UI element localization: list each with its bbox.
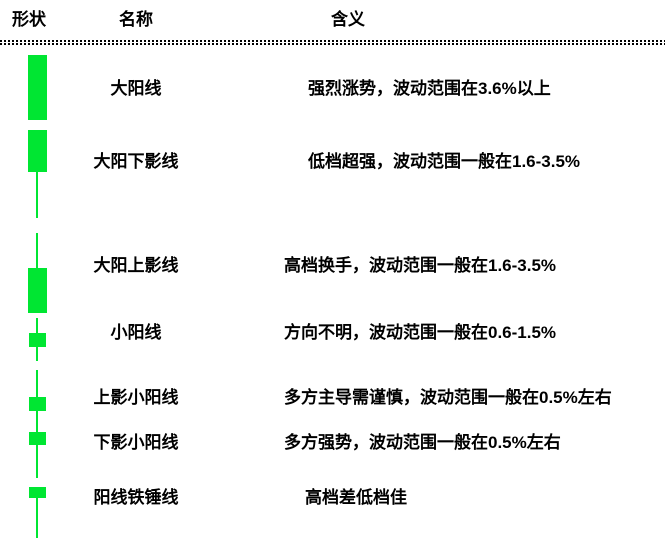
lower-wick	[36, 347, 38, 361]
column-header-name: 名称	[119, 10, 153, 29]
candlestick-icon	[24, 487, 50, 538]
candle-body	[28, 432, 46, 445]
candle-body	[27, 268, 47, 313]
pattern-meaning: 方向不明，波动范围一般在0.6-1.5%	[284, 323, 557, 342]
pattern-name: 大阳线	[110, 79, 162, 98]
candlestick-icon	[24, 130, 50, 218]
candle-body	[27, 130, 47, 172]
lower-wick	[36, 445, 38, 478]
column-header-meaning: 含义	[331, 10, 365, 29]
lower-wick	[36, 411, 38, 426]
candle-body	[28, 397, 46, 411]
pattern-name: 阳线铁锤线	[93, 488, 179, 507]
pattern-meaning: 低档超强，波动范围一般在1.6-3.5%	[308, 152, 581, 171]
upper-wick	[36, 233, 38, 268]
pattern-name: 大阳上影线	[93, 256, 179, 275]
upper-wick	[36, 318, 38, 333]
candlestick-icon	[24, 422, 50, 478]
candlestick-icon	[24, 233, 50, 313]
pattern-meaning: 多方主导需谨慎，波动范围一般在0.5%左右	[284, 388, 612, 407]
pattern-meaning: 多方强势，波动范围一般在0.5%左右	[284, 433, 561, 452]
column-header-shape: 形状	[12, 10, 46, 29]
pattern-name: 上影小阳线	[93, 388, 179, 407]
pattern-meaning: 高档换手，波动范围一般在1.6-3.5%	[284, 256, 557, 275]
candlestick-icon	[24, 318, 50, 361]
pattern-name: 下影小阳线	[93, 433, 179, 452]
pattern-meaning: 强烈涨势，波动范围在3.6%以上	[308, 79, 551, 98]
pattern-name: 大阳下影线	[93, 152, 179, 171]
dotted-divider	[0, 40, 665, 45]
pattern-meaning: 高档差低档佳	[305, 488, 407, 507]
lower-wick	[36, 498, 38, 538]
candle-body	[27, 55, 47, 120]
candlestick-icon	[24, 370, 50, 426]
candle-body	[28, 333, 46, 347]
lower-wick	[36, 172, 38, 218]
upper-wick	[36, 422, 38, 432]
upper-wick	[36, 370, 38, 397]
pattern-name: 小阳线	[110, 323, 162, 342]
candle-body	[28, 487, 46, 498]
candlestick-icon	[24, 55, 50, 120]
